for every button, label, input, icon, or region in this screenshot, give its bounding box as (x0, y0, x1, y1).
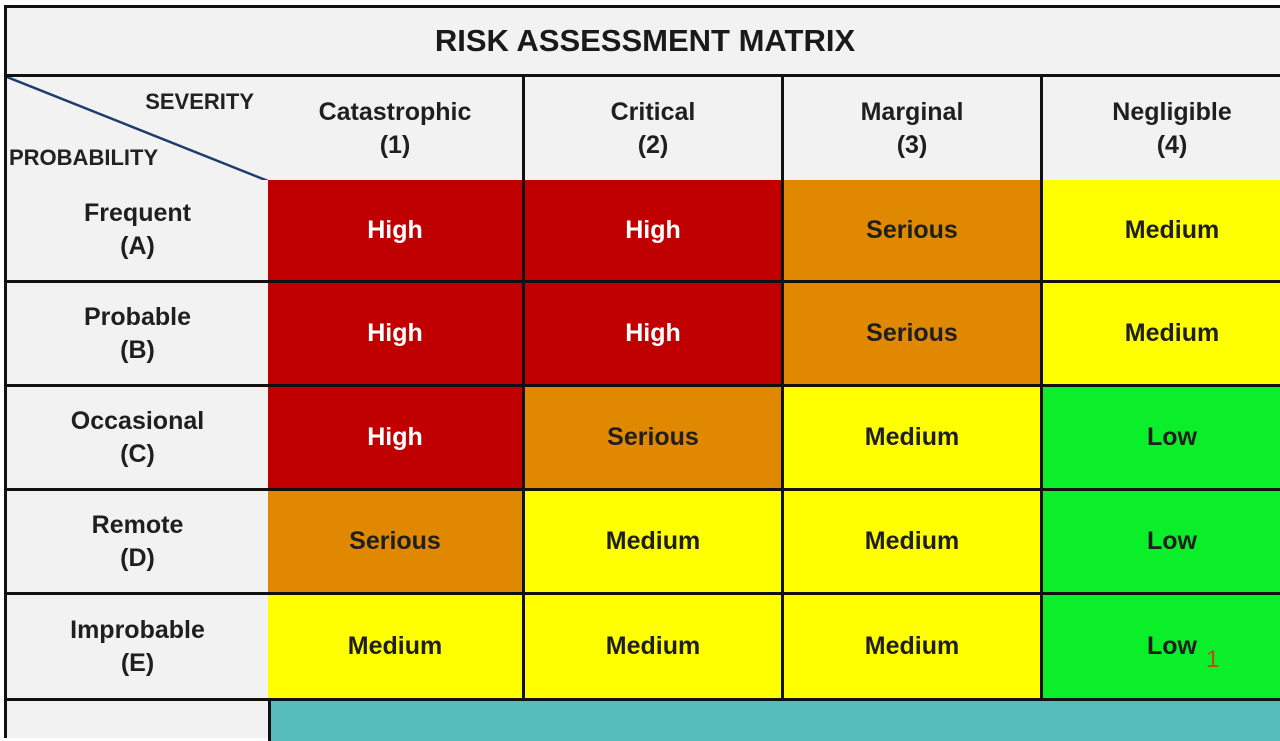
risk-level-label: Medium (864, 632, 960, 660)
risk-level-label: Medium (864, 423, 960, 451)
probability-name: Frequent (84, 199, 191, 227)
probability-header-a: Frequent (A) (7, 180, 271, 283)
probability-name: Remote (91, 510, 184, 539)
footer-bar (271, 701, 1280, 741)
probability-header-c: Occasional (C) (7, 387, 271, 491)
probability-name: Probable (84, 302, 191, 331)
probability-name: Improbable (70, 615, 205, 644)
diagonal-divider-icon (7, 77, 268, 181)
risk-level-label: Medium (347, 632, 443, 660)
severity-name: Catastrophic (318, 97, 472, 126)
risk-cell-d1: Serious (268, 491, 525, 595)
risk-cell-d2: Medium (525, 491, 784, 595)
risk-level-label: High (625, 319, 681, 347)
risk-cell-e2: Medium (525, 595, 784, 701)
matrix-title: RISK ASSESSMENT MATRIX (7, 8, 1280, 77)
risk-cell-b2: High (525, 283, 784, 387)
severity-header-1: Catastrophic (1) (268, 77, 525, 183)
risk-cell-c2: Serious (525, 387, 784, 491)
severity-header-2: Critical (2) (525, 77, 784, 183)
risk-cell-d4: Low (1043, 491, 1280, 595)
probability-code: (E) (120, 648, 155, 677)
risk-level-label: Medium (864, 527, 960, 555)
severity-code: (1) (379, 130, 411, 159)
risk-level-label: Low (1147, 423, 1197, 451)
risk-level-label: Medium (1124, 215, 1220, 244)
probability-header-d: Remote (D) (7, 491, 271, 595)
risk-level-label: Low (1147, 527, 1197, 555)
severity-name: Negligible (1112, 97, 1232, 126)
severity-name: Critical (610, 97, 696, 126)
risk-matrix: RISK ASSESSMENT MATRIX SEVERITY PROBABIL… (4, 5, 1280, 741)
probability-header-e: Improbable (E) (7, 595, 271, 701)
probability-code: (C) (120, 439, 155, 468)
severity-header-4: Negligible (4) (1043, 77, 1280, 183)
risk-cell-b4: Medium (1043, 283, 1280, 387)
risk-level-label: High (625, 215, 681, 244)
risk-cell-d3: Medium (784, 491, 1043, 595)
footer-row-label-cell (7, 701, 271, 741)
probability-header-b: Probable (B) (7, 283, 271, 387)
risk-level-label: Medium (605, 527, 701, 555)
severity-name: Marginal (860, 97, 964, 126)
risk-level-label: Serious (349, 527, 441, 555)
axis-corner-cell: SEVERITY PROBABILITY (7, 77, 271, 184)
risk-level-label: Medium (1124, 319, 1220, 347)
risk-level-label: Serious (607, 423, 699, 451)
risk-cell-e1: Medium (268, 595, 525, 701)
risk-level-label: Low (1147, 632, 1197, 660)
risk-cell-b3: Serious (784, 283, 1043, 387)
probability-code: (D) (120, 543, 155, 572)
risk-cell-e4: Low (1043, 595, 1280, 701)
risk-cell-c1: High (268, 387, 525, 491)
risk-cell-c3: Medium (784, 387, 1043, 491)
risk-level-label: Serious (866, 319, 958, 347)
probability-code: (B) (120, 335, 155, 364)
annotation-marker: 1 (1206, 646, 1220, 673)
risk-level-label: High (367, 215, 423, 244)
risk-cell-a4: Medium (1043, 180, 1280, 283)
severity-code: (4) (1156, 130, 1188, 159)
risk-cell-e3: Medium (784, 595, 1043, 701)
severity-header-3: Marginal (3) (784, 77, 1043, 183)
severity-code: (2) (637, 130, 669, 159)
severity-axis-label: SEVERITY (145, 89, 254, 114)
risk-level-label: High (367, 319, 423, 347)
risk-cell-b1: High (268, 283, 525, 387)
probability-code: (A) (120, 232, 155, 260)
risk-cell-a1: High (268, 180, 525, 283)
risk-level-label: Serious (866, 215, 958, 244)
severity-code: (3) (896, 130, 928, 159)
risk-cell-a2: High (525, 180, 784, 283)
risk-cell-a3: Serious (784, 180, 1043, 283)
probability-name: Occasional (70, 406, 205, 435)
probability-axis-label: PROBABILITY (9, 145, 159, 170)
risk-cell-c4: Low (1043, 387, 1280, 491)
risk-level-label: High (367, 423, 423, 451)
risk-level-label: Medium (605, 632, 701, 660)
